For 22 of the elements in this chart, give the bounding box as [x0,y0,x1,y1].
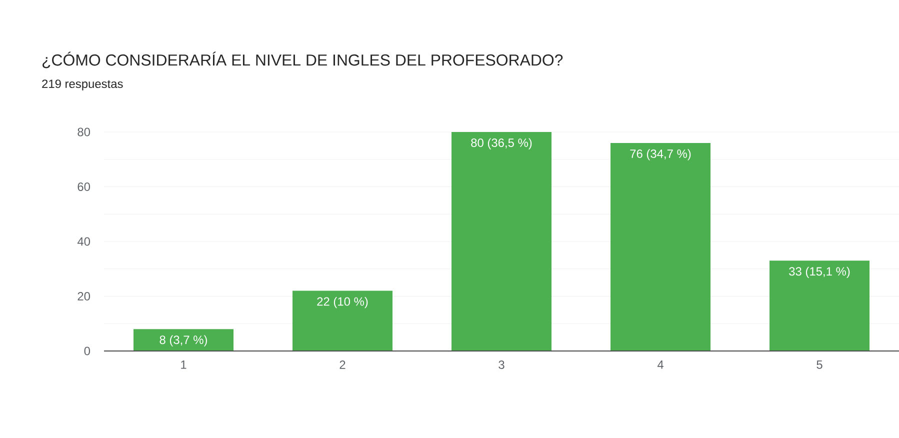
data-label: 8 (3,7 %) [160,335,207,346]
x-tick-label: 5 [816,360,822,369]
data-label: 22 (10 %) [317,296,368,308]
data-label: 80 (36,5 %) [471,138,532,150]
bar [134,329,234,351]
data-label: 33 (15,1 %) [789,266,850,278]
data-label: 76 (34,7 %) [630,149,691,160]
y-tick-label: 20 [78,292,90,300]
y-tick-label: 40 [77,237,90,246]
chart-subtitle: 219 respuestas [42,80,123,90]
y-tick-label: 80 [78,128,90,136]
x-tick-label: 2 [340,360,346,369]
x-tick-label: 1 [181,360,186,369]
bar [292,290,393,351]
bar [610,142,711,351]
x-tick-label: 4 [657,360,664,369]
bar [770,260,870,351]
y-tick-label: 0 [84,346,90,356]
y-tick-label: 60 [78,182,90,191]
x-tick-label: 3 [498,360,504,369]
bar [452,132,552,351]
chart-title: ¿CÓMO CONSIDERARÍA EL NIVEL DE INGLES DEL PROFESORADO? [42,52,563,68]
